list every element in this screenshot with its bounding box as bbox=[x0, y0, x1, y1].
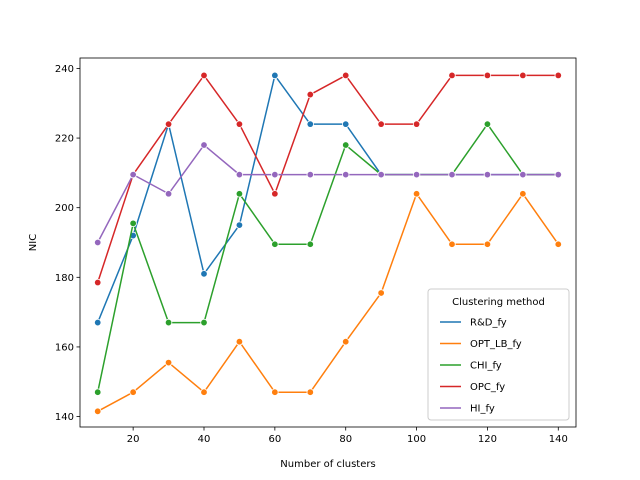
data-point bbox=[483, 240, 492, 248]
data-point bbox=[200, 318, 208, 327]
x-tick-label: 120 bbox=[478, 434, 497, 445]
data-point bbox=[483, 120, 492, 128]
data-point bbox=[271, 190, 279, 198]
data-point bbox=[235, 120, 244, 128]
data-point bbox=[519, 170, 527, 179]
legend-label: CHI_fy bbox=[470, 361, 502, 372]
data-point bbox=[200, 71, 208, 80]
legend-entry: CHI_fy bbox=[440, 361, 502, 372]
data-point bbox=[94, 318, 102, 327]
y-tick-label: 220 bbox=[55, 134, 74, 145]
data-point bbox=[271, 240, 279, 248]
x-tick-label: 60 bbox=[268, 434, 281, 445]
data-point bbox=[129, 388, 137, 396]
legend-label: OPT_LB_fy bbox=[470, 339, 522, 350]
x-tick-label: 20 bbox=[127, 434, 140, 445]
data-point bbox=[342, 141, 350, 149]
data-point bbox=[377, 120, 385, 128]
y-tick-label: 200 bbox=[55, 203, 74, 214]
data-point bbox=[94, 407, 102, 416]
legend-title: Clustering method bbox=[452, 297, 545, 308]
data-point bbox=[271, 388, 279, 396]
data-point bbox=[306, 388, 314, 396]
y-tick-label: 240 bbox=[55, 64, 74, 75]
data-point bbox=[483, 71, 492, 80]
y-tick-label: 180 bbox=[55, 273, 74, 284]
data-point bbox=[306, 90, 314, 99]
data-point bbox=[235, 338, 244, 346]
y-axis-ticks: 140 160 180 200 220 240 bbox=[55, 64, 80, 423]
data-point bbox=[377, 170, 385, 179]
legend-entry: R&D_fy bbox=[440, 318, 507, 329]
data-point bbox=[306, 120, 314, 128]
data-point bbox=[200, 388, 208, 396]
legend: Clustering method R&D_fy OPT_LB_fy CHI_fy O… bbox=[427, 288, 570, 421]
x-tick-label: 140 bbox=[549, 434, 568, 445]
data-point bbox=[519, 190, 527, 198]
x-axis-label: Number of clusters bbox=[280, 459, 375, 470]
x-tick-label: 100 bbox=[407, 434, 426, 445]
series-line bbox=[96, 123, 559, 393]
data-point bbox=[235, 170, 244, 179]
data-point bbox=[94, 278, 102, 287]
data-point bbox=[306, 170, 314, 179]
series-4 bbox=[94, 141, 562, 247]
data-point bbox=[342, 170, 350, 179]
data-point bbox=[519, 71, 527, 80]
legend-box bbox=[427, 288, 570, 421]
data-point bbox=[271, 71, 279, 80]
data-point bbox=[271, 170, 279, 179]
data-point bbox=[94, 388, 102, 396]
legend-label: OPC_fy bbox=[470, 382, 505, 393]
legend-label: HI_fy bbox=[470, 404, 495, 415]
series-layer bbox=[94, 71, 562, 416]
data-point bbox=[554, 170, 562, 179]
data-point bbox=[235, 221, 244, 229]
data-point bbox=[94, 238, 102, 247]
data-point bbox=[554, 240, 562, 248]
y-tick-label: 140 bbox=[55, 412, 74, 423]
data-point bbox=[164, 190, 173, 198]
data-point bbox=[412, 190, 421, 198]
series-1 bbox=[94, 190, 562, 416]
data-point bbox=[483, 170, 492, 179]
data-point bbox=[342, 338, 350, 346]
data-point bbox=[448, 170, 456, 179]
x-tick-label: 40 bbox=[198, 434, 211, 445]
x-tick-label: 80 bbox=[339, 434, 352, 445]
legend-entry: OPC_fy bbox=[440, 382, 505, 393]
x-axis-ticks: 20 40 60 80 100 120 140 bbox=[127, 427, 568, 445]
data-point bbox=[412, 120, 421, 128]
series-line bbox=[97, 74, 559, 283]
data-point bbox=[129, 219, 137, 228]
data-point bbox=[164, 318, 173, 327]
data-point bbox=[377, 289, 385, 297]
legend-entry: OPT_LB_fy bbox=[440, 339, 522, 350]
data-point bbox=[448, 240, 456, 248]
data-point bbox=[342, 120, 350, 128]
data-point bbox=[412, 170, 421, 179]
data-point bbox=[448, 71, 456, 80]
data-point bbox=[342, 71, 350, 80]
legend-entries: R&D_fy OPT_LB_fy CHI_fy OPC_fy HI_fy bbox=[440, 318, 522, 415]
data-point bbox=[554, 71, 562, 80]
data-point bbox=[235, 190, 244, 198]
legend-entry: HI_fy bbox=[440, 404, 495, 415]
series-3 bbox=[94, 71, 562, 287]
y-tick-label: 160 bbox=[55, 342, 74, 353]
data-point bbox=[200, 270, 208, 278]
series-line bbox=[97, 193, 559, 412]
series-line bbox=[97, 144, 559, 243]
data-point bbox=[129, 170, 137, 179]
data-point bbox=[306, 240, 314, 248]
data-point bbox=[164, 120, 173, 128]
y-axis-label: NIC bbox=[28, 234, 39, 251]
legend-label: R&D_fy bbox=[470, 318, 507, 329]
data-point bbox=[200, 141, 208, 149]
data-point bbox=[164, 358, 173, 367]
